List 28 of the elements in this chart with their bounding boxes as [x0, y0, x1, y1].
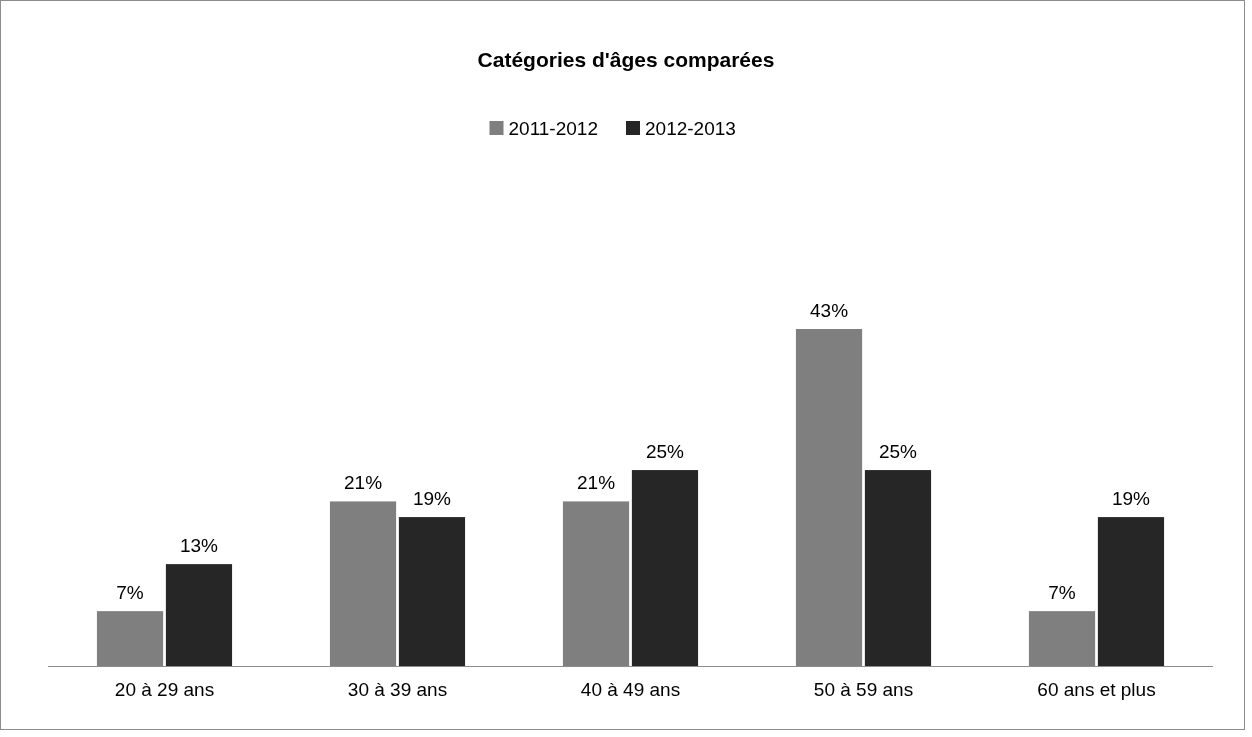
x-tick-label: 50 à 59 ans	[813, 679, 914, 700]
bar	[562, 501, 630, 666]
data-label: 25%	[878, 441, 918, 463]
x-tick-label: 30 à 39 ans	[347, 679, 448, 700]
data-label: 19%	[1111, 488, 1151, 510]
data-label: 19%	[412, 488, 452, 510]
x-tick-label: 60 ans et plus	[1037, 679, 1156, 700]
data-label: 43%	[810, 300, 849, 321]
data-label: 7%	[116, 582, 144, 604]
bar	[631, 470, 699, 666]
data-label: 13%	[179, 535, 219, 557]
x-tick-label: 20 à 29 ans	[114, 679, 215, 700]
x-tick-label: 40 à 49 ans	[580, 679, 681, 700]
data-label: 25%	[645, 441, 685, 463]
legend-label: 2011-2012	[508, 118, 598, 139]
data-label: 7%	[1048, 582, 1076, 604]
bar	[1028, 611, 1096, 666]
bar	[165, 564, 233, 666]
legend-label: 2012-2013	[645, 118, 736, 139]
data-label: 21%	[577, 472, 616, 494]
bar	[795, 329, 863, 666]
bar	[329, 501, 397, 666]
data-label: 21%	[344, 472, 383, 494]
chart-title: Catégories d'âges comparées	[477, 48, 775, 71]
bar	[398, 517, 466, 666]
bar	[96, 611, 164, 666]
bar	[864, 470, 932, 666]
bar	[1097, 517, 1165, 666]
